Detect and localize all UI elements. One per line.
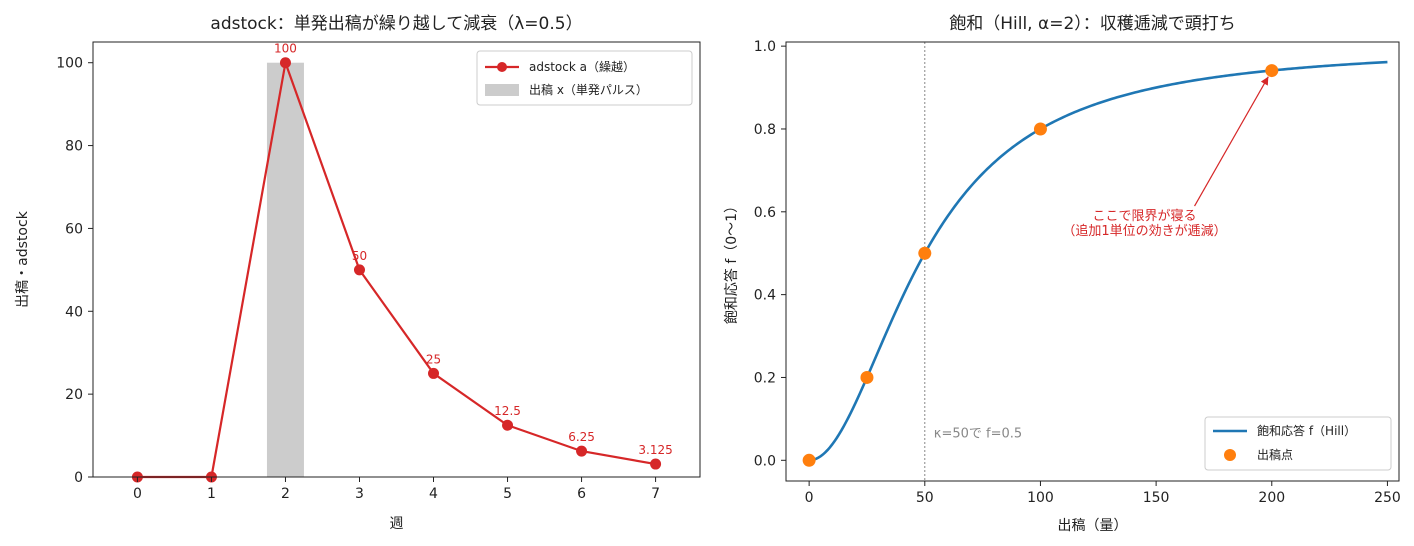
data-label: 12.5: [494, 404, 521, 418]
y-tick-label: 0.0: [754, 453, 776, 469]
ad-point: [1033, 122, 1047, 136]
kappa-label: κ=50で f=0.5: [934, 426, 1022, 441]
x-tick-label: 3: [355, 486, 364, 502]
chart-title: 飽和（Hill, α=2）：収穫逓減で頭打ち: [949, 14, 1236, 34]
data-label: 6.25: [568, 430, 595, 444]
plot-frame: [92, 41, 701, 478]
y-tick-label: 0.2: [754, 370, 776, 386]
y-tick-label: 0: [74, 470, 83, 486]
x-tick-label: 0: [805, 490, 814, 506]
legend-label: 飽和応答 f（Hill）: [1257, 423, 1356, 438]
adstock-point: [576, 445, 588, 457]
y-tick-label: 20: [65, 387, 83, 403]
y-tick-label: 1.0: [754, 39, 776, 55]
legend-box: [476, 50, 693, 106]
legend-label: 出稿 x（単発パルス）: [529, 82, 648, 97]
legend-label: adstock a（繰越）: [529, 60, 635, 74]
legend: adstock a（繰越） 出稿 x（単発パルス）: [476, 50, 693, 106]
y-tick-label: 40: [65, 304, 83, 320]
annotation-arrow: [1194, 76, 1269, 207]
x-tick-label: 2: [281, 486, 290, 502]
x-axis-label: 週: [390, 516, 404, 532]
plot-frame: [785, 41, 1400, 482]
legend-marker-swatch: [1224, 449, 1236, 461]
x-tick-label: 7: [651, 486, 660, 502]
data-label: 25: [426, 352, 441, 366]
data-label: 3.125: [638, 443, 672, 457]
legend-box: [1204, 416, 1392, 471]
ad-point: [860, 370, 874, 384]
legend-marker-swatch: [497, 62, 507, 72]
adstock-point: [650, 458, 662, 470]
x-tick-label: 6: [577, 486, 586, 502]
x-tick-label: 5: [503, 486, 512, 502]
x-axis-label: 出稿（量）: [1058, 518, 1128, 534]
chart-adstock: adstock：単発出稿が繰り越して減衰（λ=0.5）100502512.56.…: [15, 14, 701, 532]
annotation-text: ここで限界が寝る: [1093, 208, 1197, 224]
x-tick-label: 250: [1374, 490, 1401, 506]
y-axis-label: 出稿・adstock: [15, 210, 31, 308]
data-label: 100: [274, 42, 297, 56]
adstock-point: [279, 57, 291, 69]
x-tick-label: 200: [1258, 490, 1285, 506]
y-tick-label: 80: [65, 139, 83, 155]
adstock-point: [502, 419, 514, 431]
ad-point: [802, 453, 816, 467]
ad-point: [1265, 64, 1279, 78]
hill-curve: [809, 60, 1388, 462]
adstock-point: [428, 367, 440, 379]
x-tick-label: 150: [1143, 490, 1170, 506]
y-tick-label: 0.4: [754, 288, 776, 304]
chart-title: adstock：単発出稿が繰り越して減衰（λ=0.5）: [210, 14, 582, 34]
pulse-bar: [266, 62, 304, 477]
chart-hill: 飽和（Hill, α=2）：収穫逓減で頭打ち κ=50で f=0.5 ここで限界が寝…: [723, 14, 1401, 534]
y-tick-label: 100: [56, 56, 83, 72]
legend-label: 出稿点: [1257, 447, 1293, 462]
x-tick-label: 4: [429, 486, 438, 502]
data-label: 50: [352, 249, 367, 263]
ad-point: [918, 246, 932, 260]
adstock-point: [353, 264, 365, 276]
y-tick-label: 60: [65, 221, 83, 237]
legend-bar-swatch: [485, 84, 519, 96]
y-axis-label: 飽和応答 f（0〜1）: [723, 199, 740, 324]
x-tick-label: 0: [133, 486, 142, 502]
x-tick-label: 50: [916, 490, 934, 506]
y-tick-label: 0.6: [754, 205, 776, 221]
y-tick-label: 0.8: [754, 122, 776, 138]
adstock-line: [137, 58, 656, 479]
legend: 飽和応答 f（Hill） 出稿点: [1204, 416, 1392, 471]
annotation-arrowhead: [1260, 76, 1269, 86]
x-tick-label: 100: [1027, 490, 1054, 506]
x-tick-label: 1: [207, 486, 216, 502]
annotation-text: （追加1単位の効きが逓減）: [1062, 223, 1226, 239]
